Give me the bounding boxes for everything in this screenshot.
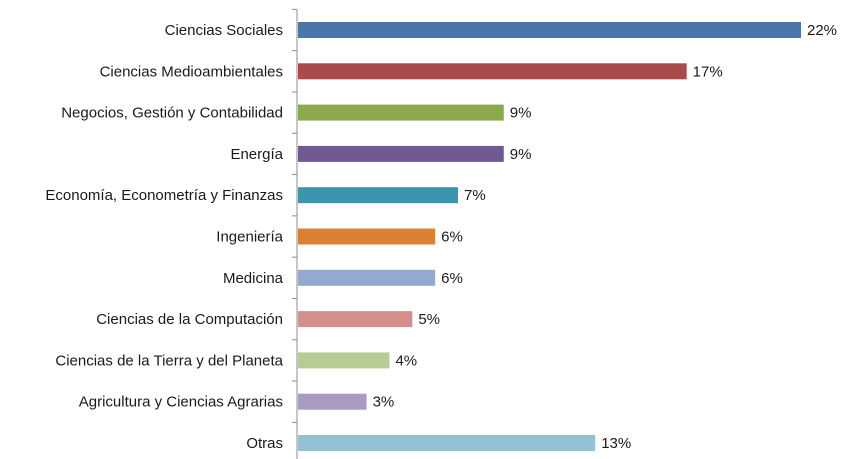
value-label: 5% xyxy=(418,311,440,328)
bar xyxy=(298,311,413,328)
category-label: Ciencias Sociales xyxy=(165,22,283,39)
bar xyxy=(298,269,436,286)
category-label: Ciencias de la Tierra y del Planeta xyxy=(55,352,283,369)
bar xyxy=(298,228,436,245)
value-label: 7% xyxy=(464,187,486,204)
category-label: Agricultura y Ciencias Agrarias xyxy=(79,394,283,411)
bar xyxy=(298,104,504,121)
value-label: 9% xyxy=(510,146,532,163)
bar xyxy=(298,63,687,80)
bar xyxy=(298,435,596,451)
category-label: Economía, Econometría y Finanzas xyxy=(45,187,283,204)
value-label: 3% xyxy=(373,394,395,411)
value-label: 6% xyxy=(441,229,463,246)
bar xyxy=(298,187,459,204)
category-label: Negocios, Gestión y Contabilidad xyxy=(61,105,283,122)
category-label: Medicina xyxy=(223,270,284,287)
bar xyxy=(298,393,367,410)
category-label: Otras xyxy=(246,435,283,452)
bar xyxy=(298,145,504,162)
value-label: 17% xyxy=(693,63,723,80)
value-label: 6% xyxy=(441,270,463,287)
value-label: 13% xyxy=(601,435,631,452)
bar xyxy=(298,352,390,369)
category-label: Energía xyxy=(230,146,283,163)
category-label: Ciencias de la Computación xyxy=(96,311,283,328)
value-label: 22% xyxy=(807,22,837,39)
value-label: 4% xyxy=(395,352,417,369)
category-label: Ciencias Medioambientales xyxy=(100,63,283,80)
category-label: Ingeniería xyxy=(216,229,283,246)
value-label: 9% xyxy=(510,105,532,122)
bar xyxy=(298,22,801,38)
